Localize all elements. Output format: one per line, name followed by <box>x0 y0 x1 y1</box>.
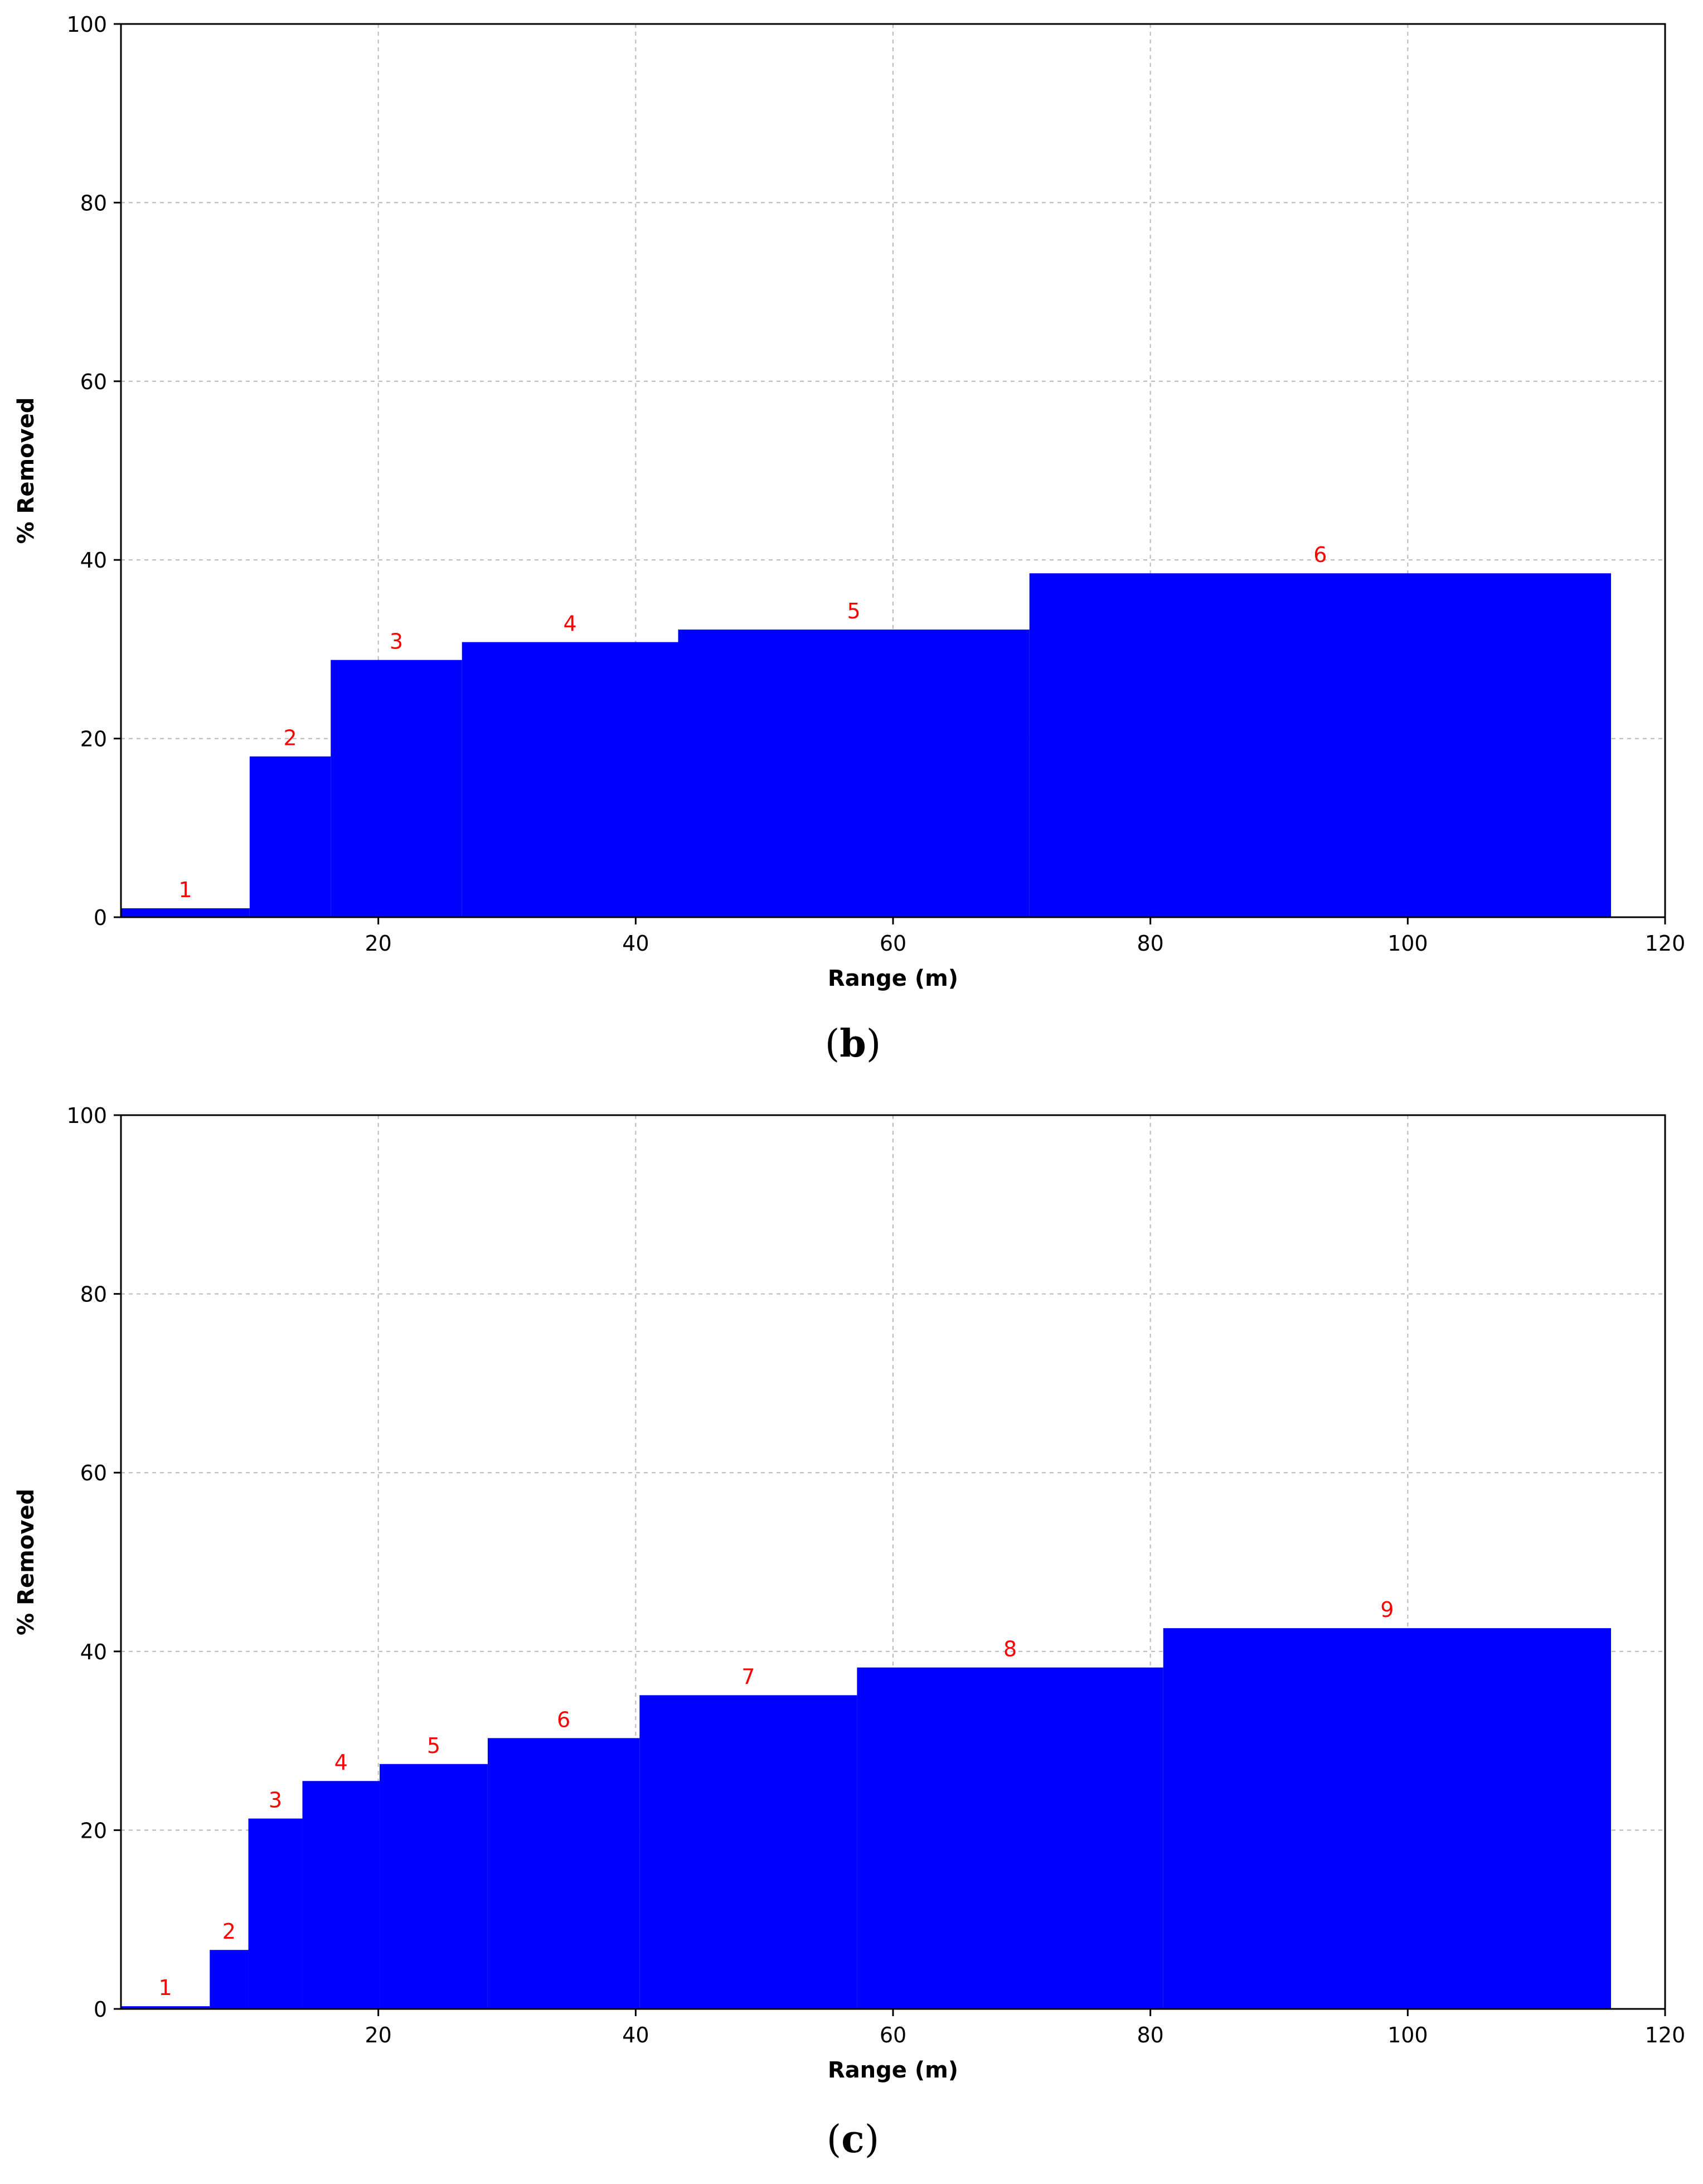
x-tick-label-b-1: 40 <box>622 931 649 956</box>
bar-label-c-1: 1 <box>159 1975 172 2000</box>
x-tick-label-c-1: 40 <box>622 2023 649 2047</box>
bar-label-b-6: 6 <box>1313 543 1327 567</box>
bar-b-6 <box>1029 573 1612 917</box>
y-tick-label-b-2: 40 <box>80 548 107 573</box>
bar-b-5 <box>678 629 1030 917</box>
x-tick-label-c-3: 80 <box>1137 2023 1163 2047</box>
y-tick-label-c-2: 40 <box>80 1640 107 1664</box>
x-tick-label-c-0: 20 <box>365 2023 391 2047</box>
bar-label-b-3: 3 <box>390 629 403 654</box>
bar-c-9 <box>1163 1628 1612 2009</box>
panel-caption-b: (b) <box>825 1021 881 1066</box>
bar-b-4 <box>462 642 678 917</box>
bar-label-c-8: 8 <box>1003 1637 1017 1662</box>
bar-b-1 <box>121 908 250 917</box>
bar-label-b-1: 1 <box>178 878 192 902</box>
bar-c-1 <box>121 2006 210 2009</box>
bar-label-c-3: 3 <box>269 1788 282 1813</box>
bar-label-c-9: 9 <box>1380 1597 1394 1622</box>
x-tick-label-c-2: 60 <box>880 2023 906 2047</box>
bar-b-3 <box>331 660 462 917</box>
bar-c-5 <box>379 1764 488 2009</box>
bar-label-c-6: 6 <box>557 1707 570 1732</box>
bar-label-c-2: 2 <box>222 1919 236 1944</box>
y-axis-label-c: % Removed <box>13 1489 39 1635</box>
y-tick-label-c-4: 80 <box>80 1282 107 1307</box>
y-tick-label-c-5: 100 <box>66 1103 107 1128</box>
bar-c-2 <box>210 1950 249 2009</box>
bar-label-c-5: 5 <box>427 1733 440 1758</box>
x-tick-label-b-4: 100 <box>1387 931 1428 956</box>
bar-label-b-2: 2 <box>283 726 297 750</box>
bar-label-b-5: 5 <box>847 599 861 623</box>
y-tick-label-b-5: 100 <box>66 12 107 37</box>
x-tick-label-b-0: 20 <box>365 931 391 956</box>
bar-c-4 <box>302 1781 380 2009</box>
bar-label-b-4: 4 <box>564 612 577 636</box>
y-axis-label-b: % Removed <box>13 398 39 544</box>
bar-c-3 <box>248 1818 303 2009</box>
chart-panel-b: 1 2 3 4 5 6 20 40 60 80 100 120 0 20 40 60 80 100 Range (m… <box>13 12 1685 1066</box>
x-tick-label-b-3: 80 <box>1137 931 1163 956</box>
panel-caption-c: (c) <box>827 2117 879 2162</box>
bar-c-8 <box>857 1667 1163 2009</box>
x-tick-label-c-4: 100 <box>1387 2023 1428 2047</box>
bar-label-c-7: 7 <box>741 1664 755 1689</box>
x-axis-label-b: Range (m) <box>828 966 958 991</box>
y-tick-label-b-4: 80 <box>80 191 107 215</box>
y-tick-label-c-1: 20 <box>80 1818 107 1843</box>
x-tick-label-b-5: 120 <box>1645 931 1686 956</box>
x-tick-label-c-5: 120 <box>1645 2023 1686 2047</box>
bar-c-7 <box>639 1695 857 2009</box>
x-tick-label-b-2: 60 <box>880 931 906 956</box>
bar-b-2 <box>249 756 331 917</box>
y-tick-label-c-0: 0 <box>94 1997 107 2022</box>
bar-c-6 <box>487 1738 640 2009</box>
bar-label-c-4: 4 <box>334 1750 348 1775</box>
y-tick-label-b-1: 20 <box>80 727 107 752</box>
y-tick-label-b-0: 0 <box>94 905 107 930</box>
y-tick-label-c-3: 60 <box>80 1461 107 1485</box>
x-axis-label-c: Range (m) <box>828 2057 958 2083</box>
y-tick-label-b-3: 60 <box>80 370 107 394</box>
chart-panel-c: 1 2 3 4 5 6 7 8 9 20 40 60 80 100 120 0 20 40 60 80 100 Range… <box>13 1103 1685 2162</box>
